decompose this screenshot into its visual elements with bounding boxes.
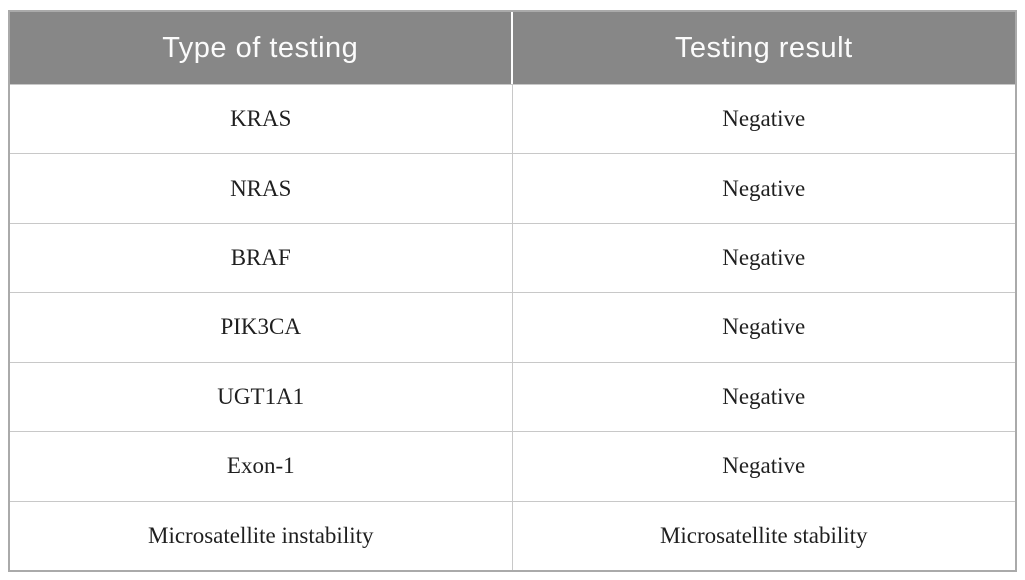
- type-cell: Microsatellite instability: [10, 500, 513, 570]
- testing-results-table: Type of testing Testing result KRAS Nega…: [8, 10, 1017, 572]
- header-row: Type of testing Testing result: [10, 12, 1015, 84]
- result-cell: Negative: [512, 222, 1015, 293]
- result-cell: Negative: [512, 292, 1015, 362]
- table-row: BRAF Negative: [10, 222, 1015, 293]
- table-header: Type of testing Testing result: [10, 12, 1015, 84]
- type-cell: KRAS: [10, 84, 513, 154]
- type-cell: Exon-1: [10, 431, 513, 501]
- column-header-type-of-testing: Type of testing: [10, 12, 513, 84]
- table-row: KRAS Negative: [10, 84, 1015, 154]
- type-cell: NRAS: [10, 153, 513, 223]
- result-cell: Negative: [512, 153, 1015, 223]
- type-cell: UGT1A1: [10, 361, 513, 432]
- table-row: Microsatellite instability Microsatellit…: [10, 500, 1015, 570]
- table-row: PIK3CA Negative: [10, 292, 1015, 362]
- result-cell: Negative: [512, 84, 1015, 154]
- result-cell: Negative: [512, 431, 1015, 501]
- type-cell: BRAF: [10, 222, 513, 293]
- table-body: KRAS Negative NRAS Negative BRAF Negativ…: [10, 84, 1015, 570]
- type-cell: PIK3CA: [10, 292, 513, 362]
- result-cell: Negative: [512, 361, 1015, 432]
- column-header-testing-result: Testing result: [512, 12, 1015, 84]
- table-row: UGT1A1 Negative: [10, 361, 1015, 432]
- result-cell: Microsatellite stability: [512, 500, 1015, 570]
- table-row: Exon-1 Negative: [10, 431, 1015, 501]
- table-row: NRAS Negative: [10, 153, 1015, 223]
